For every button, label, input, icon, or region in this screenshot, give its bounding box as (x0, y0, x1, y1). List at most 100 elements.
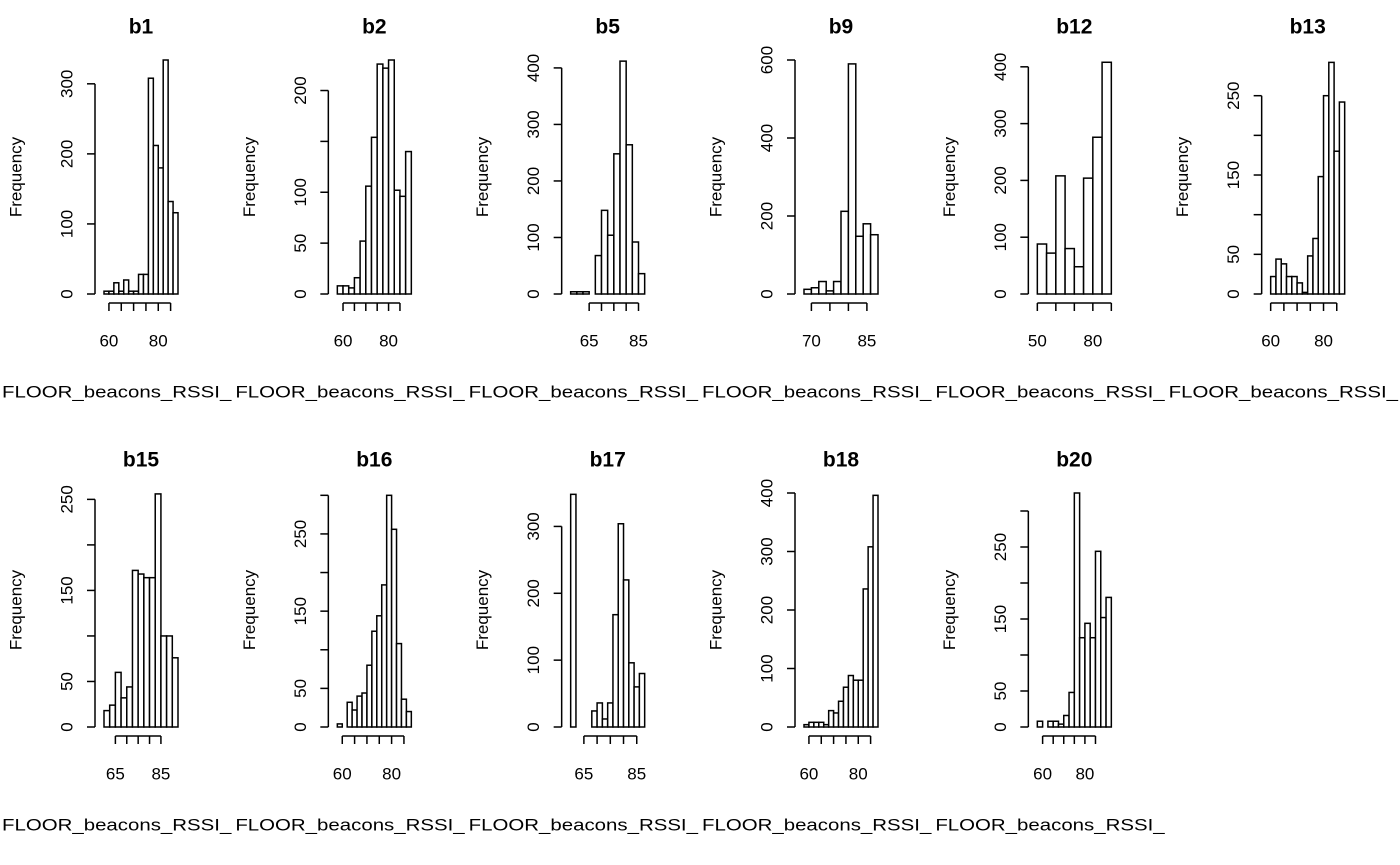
bar (1328, 61, 1335, 295)
y-tick-label: 200 (524, 579, 543, 607)
x-tick-label: 60 (1261, 331, 1280, 350)
bar (143, 576, 151, 728)
bar (1094, 550, 1102, 728)
x-tick-label: 80 (1314, 331, 1333, 350)
bar (1052, 720, 1060, 728)
y-axis-label: Frequency (940, 136, 959, 217)
bar (154, 493, 162, 728)
y-tick-label: 0 (757, 722, 776, 731)
x-tick-label: 65 (580, 331, 599, 350)
bar (120, 697, 128, 728)
y-tick-label: 200 (524, 167, 543, 195)
bar (1291, 275, 1298, 295)
x-tick-label: 60 (1033, 764, 1052, 783)
chart-title: b13 (1290, 16, 1326, 39)
bar (637, 272, 646, 295)
y-tick-label: 0 (757, 289, 776, 298)
bar (108, 704, 117, 728)
bar (113, 282, 120, 295)
bar (1073, 492, 1081, 728)
bar (404, 150, 413, 295)
bar (840, 210, 850, 295)
bar (862, 223, 872, 295)
bar (353, 276, 361, 295)
bar (847, 63, 857, 295)
bar (1105, 596, 1113, 728)
x-tick-label: 80 (149, 331, 168, 350)
x-tick-label: 85 (627, 764, 646, 783)
bar (342, 285, 350, 295)
y-axis-label: Frequency (1173, 136, 1192, 217)
x-tick-label: 70 (802, 331, 821, 350)
bar (1269, 275, 1277, 295)
y-tick-label: 250 (291, 520, 310, 548)
bar (1301, 291, 1309, 295)
bar (172, 211, 179, 295)
bar (591, 710, 598, 728)
bar (594, 254, 603, 295)
x-axis-label: FLOOR_beacons_RSSI_ (235, 382, 465, 401)
bar (137, 573, 145, 728)
y-tick-label: 50 (291, 234, 310, 253)
y-tick-label: 250 (991, 533, 1010, 561)
bar (1317, 175, 1325, 295)
x-axis-label: FLOOR_beacons_RSSI_ (935, 815, 1165, 834)
bar (370, 136, 378, 295)
bar (1057, 723, 1065, 728)
y-tick-label: 600 (757, 46, 776, 74)
bar (336, 285, 344, 295)
y-tick-label: 400 (524, 54, 543, 82)
x-tick-label: 80 (382, 764, 401, 783)
bar (1036, 243, 1048, 295)
y-tick-label: 0 (991, 722, 1010, 731)
x-tick-label: 85 (857, 331, 876, 350)
y-tick-label: 0 (991, 289, 1010, 298)
bar (165, 635, 174, 728)
bar (1073, 265, 1085, 295)
bar (1055, 175, 1066, 295)
bar (638, 672, 646, 728)
y-tick-label: 50 (57, 672, 76, 691)
x-axis-label: FLOOR_beacons_RSSI_ (469, 382, 699, 401)
y-tick-label: 0 (57, 722, 76, 731)
chart-title: b12 (1056, 16, 1092, 39)
bar (832, 280, 842, 295)
bar (869, 233, 879, 295)
y-tick-label: 400 (757, 479, 776, 507)
bar (613, 153, 621, 295)
bar (162, 59, 169, 295)
y-tick-label: 250 (57, 485, 76, 513)
bar (1306, 255, 1314, 295)
x-axis-label: FLOOR_beacons_RSSI_ (235, 815, 465, 834)
bar (405, 710, 413, 728)
y-tick-label: 150 (57, 576, 76, 604)
bar (160, 635, 168, 728)
bar (1082, 177, 1094, 295)
x-tick-label: 65 (106, 764, 125, 783)
y-tick-label: 100 (524, 223, 543, 251)
y-axis-label: Frequency (473, 136, 492, 217)
y-tick-label: 50 (1224, 245, 1243, 264)
bar (1078, 636, 1086, 728)
x-axis-label: FLOOR_beacons_RSSI_ (702, 382, 932, 401)
y-tick-label: 100 (57, 210, 76, 238)
x-tick-label: 50 (1028, 331, 1047, 350)
chart-title: b2 (362, 16, 387, 39)
bar (1296, 282, 1304, 295)
bar (612, 613, 619, 728)
y-tick-label: 0 (1224, 289, 1243, 298)
y-tick-label: 50 (291, 679, 310, 698)
y-axis-label: Frequency (706, 136, 725, 217)
y-tick-label: 100 (291, 178, 310, 206)
bar (1338, 101, 1346, 295)
bar (382, 67, 390, 295)
chart-title: b15 (123, 449, 160, 472)
y-tick-label: 200 (291, 76, 310, 104)
y-axis-label: Frequency (240, 569, 259, 650)
x-axis-label: FLOOR_beacons_RSSI_ (469, 815, 699, 834)
bar (1101, 61, 1113, 295)
bar (810, 287, 820, 295)
x-tick-label: 60 (333, 764, 352, 783)
x-tick-label: 80 (849, 764, 868, 783)
y-tick-label: 150 (1224, 161, 1243, 189)
